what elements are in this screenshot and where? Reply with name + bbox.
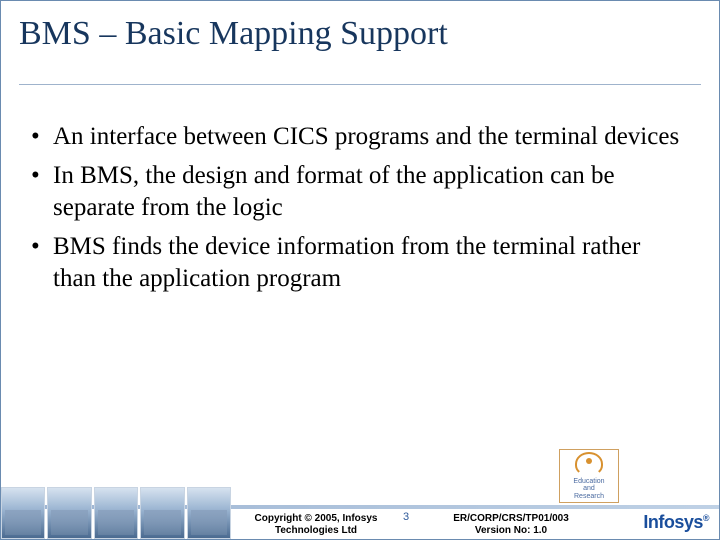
building-panel bbox=[187, 487, 231, 539]
registered-mark: ® bbox=[703, 513, 709, 523]
copyright-line1: Copyright © 2005, Infosys bbox=[255, 513, 378, 524]
education-research-logo: Education and Research bbox=[559, 449, 619, 503]
infosys-logo: Infosys® bbox=[643, 512, 709, 533]
swirl-icon bbox=[575, 452, 603, 476]
document-reference: ER/CORP/CRS/TP01/003 Version No: 1.0 bbox=[431, 513, 591, 537]
bullet-item: An interface between CICS programs and t… bbox=[31, 121, 689, 154]
building-panel bbox=[94, 487, 138, 539]
page-number: 3 bbox=[403, 511, 409, 523]
copyright-line2: Technologies Ltd bbox=[275, 525, 357, 536]
edu-line3: Research bbox=[574, 493, 604, 500]
body-area: An interface between CICS programs and t… bbox=[31, 121, 689, 302]
slide: BMS – Basic Mapping Support An interface… bbox=[0, 0, 720, 540]
building-panel bbox=[47, 487, 91, 539]
docref-line2: Version No: 1.0 bbox=[475, 525, 547, 536]
title-area: BMS – Basic Mapping Support bbox=[19, 9, 701, 85]
edu-logo-text: Education and Research bbox=[573, 478, 604, 500]
edu-line1: Education bbox=[573, 478, 604, 485]
infosys-logo-text: Infosys bbox=[643, 512, 703, 532]
footer: Education and Research Copyright © 2005,… bbox=[1, 471, 719, 539]
building-panel bbox=[140, 487, 184, 539]
docref-line1: ER/CORP/CRS/TP01/003 bbox=[453, 513, 569, 524]
bullet-list: An interface between CICS programs and t… bbox=[31, 121, 689, 296]
copyright-text: Copyright © 2005, Infosys Technologies L… bbox=[231, 513, 401, 537]
bullet-item: BMS finds the device information from th… bbox=[31, 231, 689, 296]
bullet-item: In BMS, the design and format of the app… bbox=[31, 160, 689, 225]
building-panel bbox=[1, 487, 45, 539]
edu-line2: and bbox=[583, 485, 595, 492]
decorative-building-strip bbox=[1, 487, 231, 539]
slide-title: BMS – Basic Mapping Support bbox=[19, 9, 701, 52]
